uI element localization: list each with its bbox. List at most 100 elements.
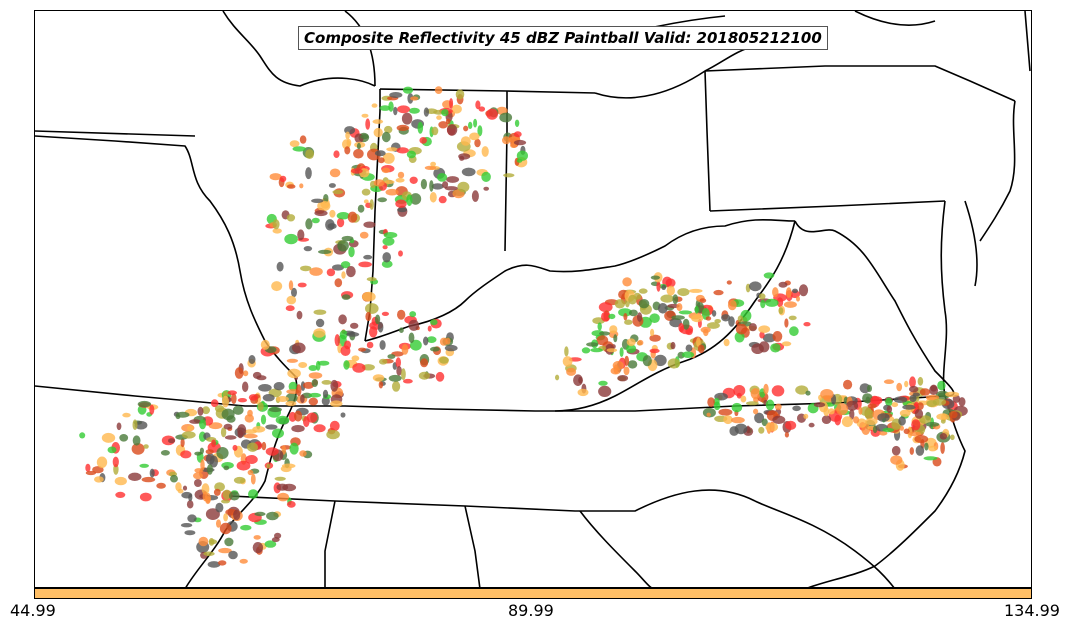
echo-blob [759, 331, 765, 339]
echo-blob [288, 280, 294, 291]
echo-blob [613, 334, 618, 343]
echo-blob [402, 86, 414, 94]
echo-blob [691, 314, 704, 323]
echo-blob [350, 322, 359, 329]
echo-blob [373, 127, 383, 138]
echo-blob [208, 538, 215, 546]
echo-blob [828, 408, 835, 415]
echo-blob [248, 489, 259, 499]
echo-blob [268, 407, 282, 413]
echo-blob [608, 313, 616, 320]
echo-blob [289, 140, 300, 148]
echo-blob [297, 282, 307, 288]
echo-blob [365, 303, 379, 314]
echo-blob [735, 323, 748, 335]
echo-blob [286, 214, 296, 222]
echo-blob [396, 147, 409, 154]
echo-blob [478, 106, 486, 112]
echo-blob [333, 150, 340, 158]
echo-blob [437, 173, 448, 182]
echo-blob [85, 470, 97, 476]
echo-blob [408, 332, 415, 344]
echo-blob [468, 121, 473, 129]
echo-blob [626, 344, 637, 354]
echo-blob [879, 430, 888, 436]
echo-blob [296, 310, 303, 320]
echo-blob [274, 476, 286, 481]
colorbar-tick-mid: 89.99 [508, 601, 554, 620]
echo-blob [305, 218, 313, 230]
echo-blob [915, 445, 925, 456]
echo-blob [139, 463, 149, 468]
echo-blob [419, 137, 428, 144]
echo-blob [891, 445, 901, 456]
echo-blob [713, 401, 721, 411]
echo-blob [410, 193, 422, 205]
echo-blob [713, 289, 724, 296]
echo-blob [778, 307, 784, 315]
echo-blob [216, 519, 221, 528]
echo-blob [292, 146, 306, 152]
echo-blob [685, 344, 693, 352]
echo-blob [168, 438, 176, 444]
echo-blob [366, 341, 374, 349]
echo-blob [231, 393, 237, 405]
echo-blob [864, 409, 874, 420]
echo-blob [397, 171, 405, 179]
echo-blob [813, 402, 826, 408]
echo-blob [184, 530, 196, 536]
echo-blob [623, 313, 628, 321]
echo-blob [205, 508, 220, 520]
echo-blob [783, 301, 797, 308]
echo-blob [788, 315, 797, 321]
chesapeake-bay [940, 200, 948, 397]
echo-blob [300, 265, 312, 272]
echo-blob [657, 303, 668, 314]
echo-blob [272, 219, 280, 230]
echo-blob [382, 252, 392, 263]
echo-blob [223, 423, 233, 430]
echo-blob [366, 277, 377, 282]
echo-blob [115, 491, 126, 498]
echo-blob [654, 354, 667, 367]
echo-blob [348, 246, 355, 258]
echo-blob [760, 299, 766, 309]
echo-blob [213, 488, 221, 496]
echo-blob [334, 278, 343, 288]
echo-blob [139, 492, 152, 502]
echo-blob [473, 118, 478, 128]
echo-blob [460, 136, 471, 146]
echo-blob [566, 367, 577, 376]
echo-blob [357, 204, 365, 213]
lake-ontario [854, 11, 936, 26]
echo-blob [326, 429, 340, 440]
echo-blob [313, 328, 326, 338]
echo-blob [291, 425, 305, 433]
echo-blob [189, 419, 202, 424]
echo-blob [285, 393, 298, 403]
echo-blob [383, 232, 398, 239]
echo-blob [287, 368, 301, 379]
echo-blob [311, 379, 318, 387]
echo-blob [446, 124, 458, 136]
echo-blob [441, 109, 449, 117]
echo-blob [379, 105, 391, 111]
echo-blob [112, 456, 119, 468]
echo-blob [902, 404, 916, 410]
echo-blob [949, 411, 958, 419]
echo-blob [260, 414, 267, 425]
echo-blob [303, 381, 314, 389]
echo-blob [514, 119, 520, 128]
echo-blob [273, 382, 285, 391]
echo-blob [242, 370, 249, 377]
echo-blob [401, 344, 409, 355]
echo-blob [85, 463, 91, 472]
delaware-coast [964, 200, 978, 287]
echo-blob [385, 188, 399, 196]
echo-blob [392, 381, 401, 392]
echo-blob [313, 309, 327, 315]
map-title: Composite Reflectivity 45 dBZ Paintball … [298, 26, 828, 50]
echo-blob [754, 412, 765, 424]
echo-blob [622, 277, 632, 287]
echo-blob [748, 323, 757, 332]
